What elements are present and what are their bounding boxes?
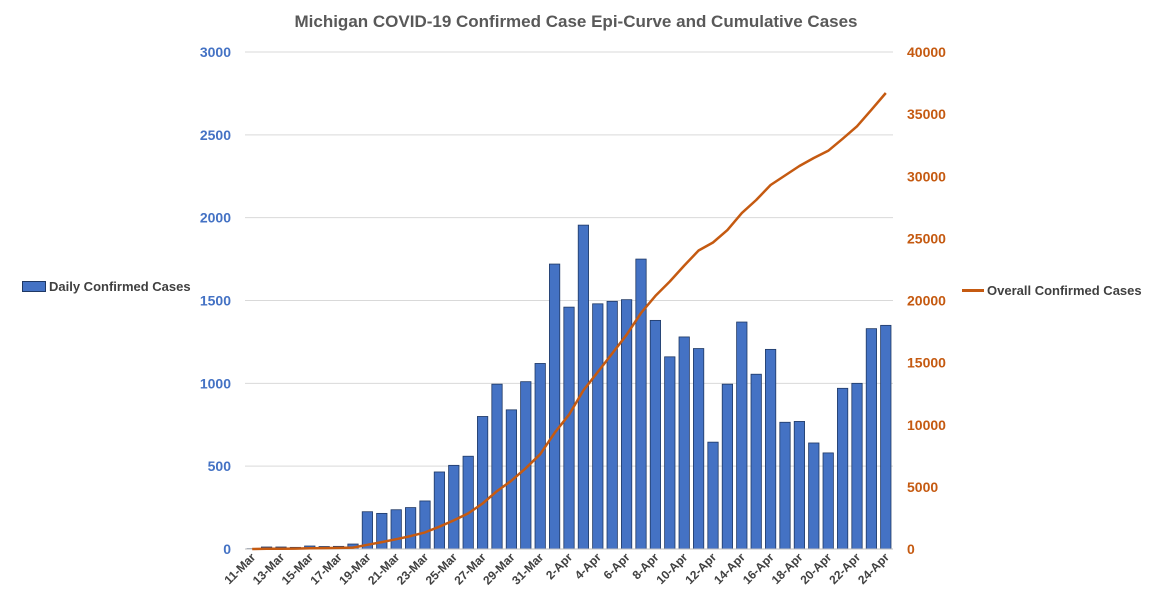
bar xyxy=(448,464,460,550)
y-left-tick-label: 2000 xyxy=(200,210,231,226)
y-right-tick-label: 0 xyxy=(907,541,915,557)
bar xyxy=(693,348,705,550)
y-left-tick-label: 1000 xyxy=(200,375,231,391)
bar xyxy=(736,321,748,550)
bar xyxy=(880,324,892,550)
bar xyxy=(649,319,661,550)
x-tick-label: 16-Apr xyxy=(740,550,777,587)
bar xyxy=(707,441,719,550)
y-left-tick-label: 500 xyxy=(208,458,232,474)
bar xyxy=(419,500,431,550)
y-left-tick-label: 3000 xyxy=(200,44,231,60)
legend-overall-label: Overall Confirmed Cases xyxy=(987,283,1142,298)
bar xyxy=(851,382,863,550)
x-tick-label: 22-Apr xyxy=(826,550,863,587)
bar xyxy=(793,421,805,550)
y-right-tick-label: 40000 xyxy=(907,44,946,60)
bar xyxy=(606,300,618,550)
bar xyxy=(491,383,503,550)
x-tick-label: 14-Apr xyxy=(711,550,748,587)
y-right-tick-label: 20000 xyxy=(907,293,946,309)
bar xyxy=(477,416,489,550)
legend-bar-swatch xyxy=(22,281,46,292)
y-left-tick-label: 1500 xyxy=(200,293,231,309)
bar xyxy=(563,306,575,550)
bar xyxy=(592,303,604,550)
legend-daily-label: Daily Confirmed Cases xyxy=(49,279,191,294)
chart-title: Michigan COVID-19 Confirmed Case Epi-Cur… xyxy=(294,12,858,31)
x-tick-label: 10-Apr xyxy=(654,550,691,587)
legend-daily: Daily Confirmed Cases xyxy=(22,279,191,294)
bar xyxy=(808,442,820,550)
bar xyxy=(664,356,676,550)
y-right-tick-label: 5000 xyxy=(907,479,938,495)
x-tick-label: 4-Apr xyxy=(572,550,604,582)
bar xyxy=(462,455,474,550)
bar xyxy=(635,258,647,550)
bar xyxy=(765,348,777,550)
bar xyxy=(678,336,690,550)
legend-line-swatch xyxy=(962,289,984,292)
x-tick-label: 18-Apr xyxy=(769,550,806,587)
bar xyxy=(390,509,402,550)
y-right-tick-label: 10000 xyxy=(907,417,946,433)
bar xyxy=(750,373,762,550)
x-tick-label: 6-Apr xyxy=(601,550,633,582)
bar xyxy=(822,452,834,550)
x-tick-label: 31-Mar xyxy=(509,550,546,587)
bar xyxy=(405,507,417,550)
bar xyxy=(721,383,733,550)
bar xyxy=(433,471,445,550)
cumulative-line xyxy=(252,92,887,551)
x-tick-label: 2-Apr xyxy=(543,550,575,582)
x-tick-label: 12-Apr xyxy=(682,550,719,587)
y-left-tick-label: 2500 xyxy=(200,127,231,143)
x-tick-label: 24-Apr xyxy=(855,550,892,587)
bar xyxy=(621,299,633,550)
y-right-tick-label: 30000 xyxy=(907,168,946,184)
y-right-tick-label: 15000 xyxy=(907,355,946,371)
x-tick-label: 20-Apr xyxy=(798,550,835,587)
bar xyxy=(549,263,561,550)
y-right-tick-label: 35000 xyxy=(907,106,946,122)
legend-overall: Overall Confirmed Cases xyxy=(962,283,1142,298)
bar xyxy=(865,328,877,550)
bar xyxy=(837,387,849,550)
y-right-tick-label: 25000 xyxy=(907,230,946,246)
y-left-tick-label: 0 xyxy=(223,541,231,557)
bar xyxy=(779,421,791,550)
